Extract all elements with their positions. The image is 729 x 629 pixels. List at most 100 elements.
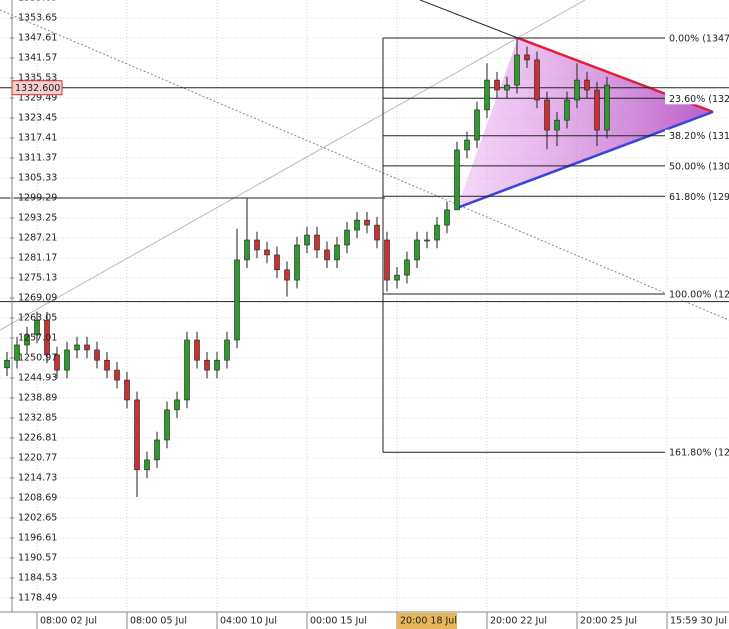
y-tick-label: 1299.29 [18, 192, 57, 203]
candle-body [244, 239, 250, 261]
x-tick-highlight [397, 613, 457, 629]
y-tick-label: 1208.69 [18, 492, 57, 503]
fib-label: 23.60% (1329 [669, 94, 729, 105]
y-tick-label: 1329.49 [18, 93, 57, 104]
candle-body [474, 109, 480, 141]
candle-body [44, 319, 50, 356]
y-tick-label: 1238.89 [18, 392, 57, 403]
candle-body [94, 349, 100, 361]
fib-label-bg [665, 190, 729, 203]
candle-body [64, 349, 70, 371]
candle-body [424, 239, 430, 242]
candle-body [164, 409, 170, 441]
y-tick-label: 1257.01 [18, 332, 57, 343]
y-tick-label: 1202.65 [18, 512, 57, 523]
candle-body [84, 344, 90, 351]
y-tick-label: 1190.57 [18, 552, 57, 563]
candle-body [604, 84, 610, 131]
fib-label: 0.00% (1347 [669, 34, 729, 45]
candle-body [594, 89, 600, 131]
x-tick-label: 20:00 22 Jul [490, 616, 547, 627]
candle-body [584, 79, 590, 91]
x-tick-label: 20:00 25 Jul [580, 616, 637, 627]
y-tick-label: 1214.73 [18, 472, 57, 483]
y-tick-label: 1347.61 [18, 33, 57, 44]
candle-body [524, 54, 530, 61]
candle-body [54, 354, 60, 371]
fib-label: 100.00% (1270 [669, 289, 729, 300]
fib-label: 38.20% (1317 [669, 131, 729, 142]
y-tick-label: 1275.13 [18, 272, 57, 283]
y-tick-label: 1196.61 [18, 532, 57, 543]
x-tick-label: 08:00 05 Jul [130, 616, 187, 627]
candle-body [264, 249, 270, 256]
candle-body [234, 259, 240, 341]
candle-body [554, 119, 560, 131]
candle-body [394, 274, 400, 281]
x-axis-band [0, 612, 729, 629]
candle-body [104, 359, 110, 371]
fib-label: 161.80% (1222 [669, 448, 729, 459]
y-tick-label: 1341.57 [18, 53, 57, 64]
candle-body [114, 369, 120, 381]
fib-label-bg [665, 92, 729, 105]
y-tick-label: 1353.65 [18, 13, 57, 24]
candle-body [404, 259, 410, 276]
candle-body [304, 234, 310, 246]
candle-body [374, 224, 380, 241]
candle-body [24, 334, 30, 346]
candle-body [124, 379, 130, 401]
x-tick-label: 08:00 02 Jul [40, 616, 97, 627]
y-tick-label: 1287.21 [18, 232, 57, 243]
fib-label-bg [665, 159, 729, 172]
y-tick-label: 1305.33 [18, 172, 57, 183]
x-tick-label: 15:59 30 Jul [670, 616, 727, 627]
fib-label-bg [665, 129, 729, 142]
x-tick-label: 04:00 10 Jul [220, 616, 277, 627]
fib-label: 61.80% (1299 [669, 192, 729, 203]
candle-body [154, 439, 160, 461]
candle-body [4, 359, 10, 369]
candle-body [254, 239, 260, 251]
candle-body [324, 249, 330, 261]
y-tick-label: 1263.05 [18, 312, 57, 323]
candle-body [484, 79, 490, 111]
trend-line [419, 0, 519, 39]
y-tick-label: 1178.49 [18, 592, 57, 603]
y-tick-label: 1232.85 [18, 412, 57, 423]
candle-body [184, 339, 190, 401]
y-tick-label: 1311.37 [18, 152, 57, 163]
fib-label-bg [665, 446, 729, 459]
y-tick-label: 1269.09 [18, 292, 57, 303]
candle-body [504, 84, 510, 91]
candle-body [364, 219, 370, 226]
candle-body [574, 79, 580, 101]
candle-body [174, 399, 180, 411]
candle-body [334, 244, 340, 261]
candle-body [144, 459, 150, 471]
candle-body [214, 359, 220, 371]
candle-body [204, 359, 210, 371]
candle-body [444, 209, 450, 226]
candle-body [494, 79, 500, 91]
candle-body [194, 339, 200, 361]
candle-body [354, 219, 360, 231]
candle-body [134, 399, 140, 471]
candle-body [224, 339, 230, 361]
candle-body [514, 54, 520, 86]
y-tick-label: 1244.93 [18, 372, 57, 383]
y-tick-label: 1335.53 [18, 73, 57, 84]
candle-body [74, 344, 80, 351]
candle-body [284, 269, 290, 281]
candle-body [414, 239, 420, 261]
y-tick-label: 1281.17 [18, 252, 57, 263]
candle-body [14, 344, 20, 361]
x-tick-label: 00:00 15 Jul [310, 616, 367, 627]
y-tick-label: 1359.69 [18, 0, 57, 4]
y-tick-label: 1220.77 [18, 452, 57, 463]
trend-line [0, 0, 586, 331]
candle-body [314, 234, 320, 251]
y-tick-label: 1250.97 [18, 352, 57, 363]
y-tick-label: 1184.53 [18, 572, 57, 583]
trend-line [456, 110, 714, 210]
